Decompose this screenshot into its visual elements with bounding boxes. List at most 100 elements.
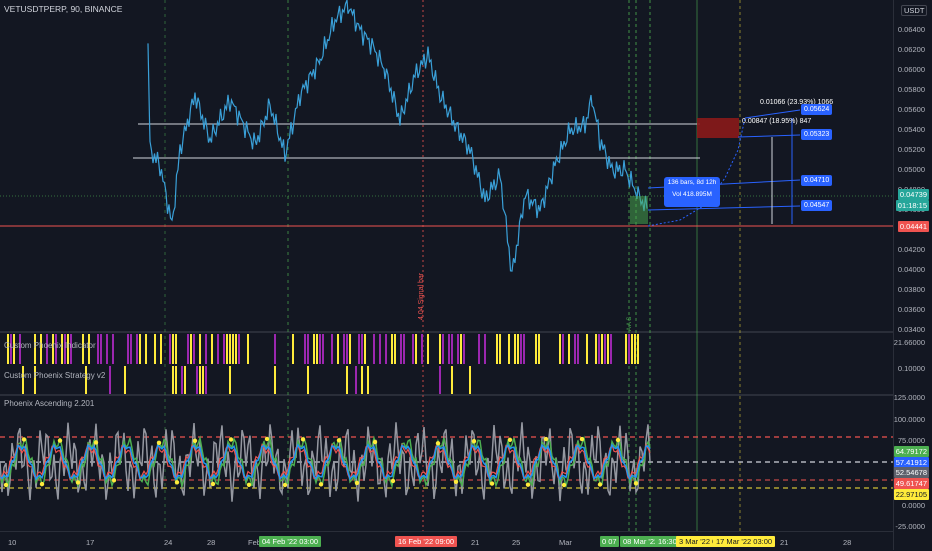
pane-title-oscillator[interactable]: Phoenix Ascending 2.201 (4, 399, 95, 408)
indicator-bar (247, 334, 249, 364)
indicator-bar (517, 334, 519, 364)
osc-tag: 64.79172 (893, 446, 929, 457)
phoenix-strategy-bars[interactable] (22, 366, 471, 394)
strategy-bar (199, 366, 201, 394)
indicator-bar (229, 334, 231, 364)
phoenix-indicator-bars[interactable] (7, 334, 639, 364)
indicator-bar (559, 334, 561, 364)
indicator-bar (64, 334, 66, 364)
osc-tag: 57.41912 (893, 457, 929, 468)
price-label-3[interactable]: 0.04547 (801, 200, 833, 211)
strategy-bar (361, 366, 363, 394)
indicator-bar (343, 334, 345, 364)
time-tick: 21 (471, 538, 480, 547)
strategy-bar (346, 366, 348, 394)
signal-dot (3, 482, 9, 488)
price-label-2[interactable]: 0.04710 (801, 175, 833, 186)
indicator-bar (451, 334, 453, 364)
indicator-bar (346, 334, 348, 364)
bars-info-box[interactable]: 136 bars, 8d 12h Vol 418.895M (664, 177, 720, 207)
indicator-bar (331, 334, 333, 364)
strategy-bar (196, 366, 198, 394)
indicator-bar (385, 334, 387, 364)
strategy-bar (451, 366, 453, 394)
price-axis[interactable]: 0.06400 0.06200 0.06000 0.05800 0.05600 0.054… (893, 0, 932, 550)
time-tick: Feb (248, 538, 261, 547)
indicator-bar (40, 334, 42, 364)
indicator-bar (205, 334, 207, 364)
pane-title-strategy[interactable]: Custom Phoenix Strategy v2 (4, 371, 106, 380)
osc-tick: -25.0000 (895, 522, 925, 531)
indicator-bar (223, 334, 225, 364)
price-series[interactable] (147, 0, 648, 272)
indicator-bar (403, 334, 405, 364)
vol-info-line: Vol 418.895M (672, 191, 712, 198)
osc-signal-dots[interactable] (3, 436, 639, 488)
indicator-bar (520, 334, 522, 364)
signal-dot (300, 437, 306, 442)
chart-canvas[interactable] (0, 0, 893, 531)
projection-text-2: 0.00847 (18.95%) 847 (742, 118, 812, 125)
signal-dot (525, 482, 531, 487)
signal-dot (336, 438, 342, 443)
indicator-bar (577, 334, 579, 364)
strategy-bar (307, 366, 309, 394)
indicator-bar (19, 334, 21, 364)
indicator-bar (172, 334, 174, 364)
pane-title-indicator[interactable]: Custom Phoenix Indicator (4, 341, 96, 350)
signal-dot (507, 437, 513, 442)
strategy-bar (229, 366, 231, 394)
indicator-bar (34, 334, 36, 364)
measure-line (647, 205, 801, 211)
osc-tag: 22.97105 (893, 489, 929, 500)
strategy-bar (22, 366, 24, 394)
target-zone[interactable] (697, 118, 739, 138)
indicator-bar (307, 334, 309, 364)
indicator-bar (595, 334, 597, 364)
time-label-green: 08 Mar '22 (620, 536, 662, 547)
osc-blue-line[interactable] (0, 443, 651, 481)
indicator-bar (97, 334, 99, 364)
signal-dot (174, 480, 180, 485)
indicator-bar (373, 334, 375, 364)
price-tick: 0.05000 (897, 165, 925, 174)
indicator-bar (160, 334, 162, 364)
indicator-bar (412, 334, 414, 364)
time-label-green: 0 07 (600, 536, 619, 547)
indicator-bar (628, 334, 630, 364)
signal-dot (597, 482, 603, 487)
indicator-bar (604, 334, 606, 364)
signal-dot (561, 482, 567, 488)
price-label-1[interactable]: 0.05323 (801, 129, 833, 140)
indicator-bar (439, 334, 441, 364)
strategy-bar (124, 366, 126, 394)
currency-button[interactable]: USDT (901, 5, 928, 16)
price-tick: 0.06000 (897, 65, 925, 74)
price-label-0[interactable]: 0.05624 (801, 104, 833, 115)
indicator-bar (421, 334, 423, 364)
time-tick: 24 (164, 538, 173, 547)
indicator-bar (145, 334, 147, 364)
price-tick: 0.05400 (897, 125, 925, 134)
indicator-bar (61, 334, 63, 364)
time-label-yellow: 3 Mar '22 03 (676, 536, 724, 547)
indicator-bar (67, 334, 69, 364)
time-tick: 28 (843, 538, 852, 547)
strategy-bar (34, 366, 36, 394)
indicator-bar (52, 334, 54, 364)
symbol-title[interactable]: VETUSDTPERP, 90, BINANCE (4, 4, 123, 14)
indicator-bar (514, 334, 516, 364)
indicator-bar (187, 334, 189, 364)
price-tick: 0.03400 (897, 325, 925, 334)
strategy-bar (109, 366, 111, 394)
countdown-tag: 01:18:15 (895, 200, 929, 211)
signal-dot (39, 481, 45, 487)
indicator-bar (199, 334, 201, 364)
indicator-bar (46, 334, 48, 364)
time-axis[interactable]: 10 17 24 28 Feb 21 25 Mar 21 28 04 Feb '… (0, 531, 893, 551)
entry-zone[interactable] (630, 196, 648, 224)
indicator-bar (538, 334, 540, 364)
indicator-bar (70, 334, 72, 364)
indicator-bar (337, 334, 339, 364)
